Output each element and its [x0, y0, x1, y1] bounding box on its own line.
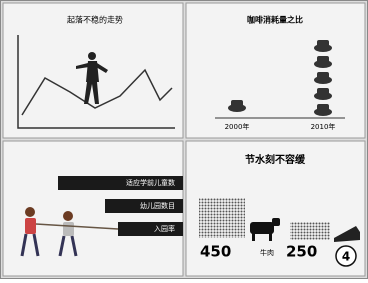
dot-grid: [199, 198, 245, 238]
value: 250: [286, 243, 317, 261]
value: 450: [200, 243, 231, 261]
bar-label: 入园率: [154, 224, 175, 233]
bar-label: 幼儿园数目: [140, 201, 175, 210]
panel-title: 起落不稳的走势: [67, 15, 123, 25]
badge-number: 4: [342, 250, 350, 264]
bar-label: 适应学前儿童数: [126, 178, 175, 187]
item-label: 牛肉: [260, 248, 274, 257]
year-label: 2010年: [311, 122, 336, 131]
dot-grid: [290, 222, 330, 240]
panel-title: 咖啡消耗量之比: [247, 15, 303, 25]
page: 起落不稳的走势 咖啡消耗量之比 2000年 2010年 适应学前儿童数 幼儿园数…: [0, 0, 368, 279]
panel-title: 节水刻不容缓: [245, 153, 306, 166]
infographic: 起落不稳的走势 咖啡消耗量之比 2000年 2010年 适应学前儿童数 幼儿园数…: [0, 0, 368, 279]
year-label: 2000年: [225, 122, 250, 131]
